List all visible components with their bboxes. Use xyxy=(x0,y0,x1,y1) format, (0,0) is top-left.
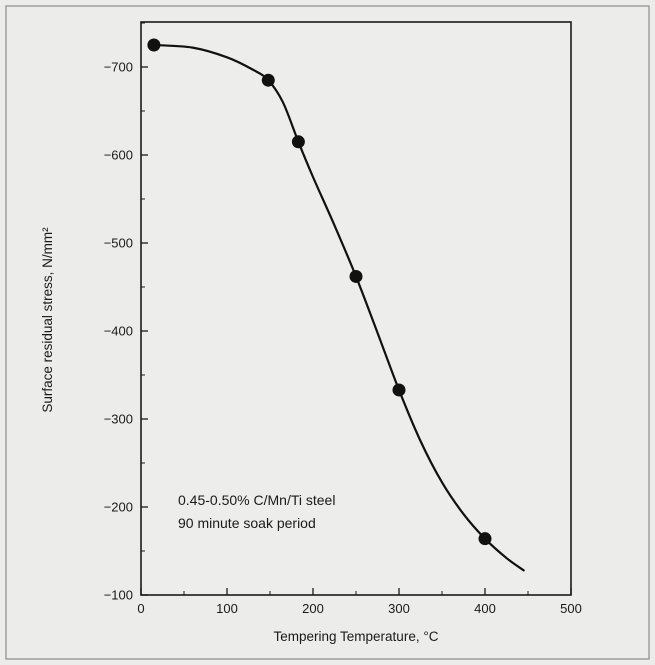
curve-layer xyxy=(152,43,525,572)
annotation-line-2: 90 minute soak period xyxy=(178,515,316,531)
x-tick-label-200: 200 xyxy=(302,601,324,616)
fit-curve-line xyxy=(152,43,525,572)
data-point-6 xyxy=(478,532,492,546)
data-point-5 xyxy=(392,383,406,397)
points-layer xyxy=(147,38,492,546)
y-tick-label-500: −500 xyxy=(104,236,133,251)
x-axis-title: Tempering Temperature, °C xyxy=(274,629,439,644)
annotation-line-1: 0.45-0.50% C/Mn/Ti steel xyxy=(178,492,335,508)
x-tick-label-500: 500 xyxy=(560,601,582,616)
y-tick-label-400: −400 xyxy=(104,324,133,339)
x-tick-label-400: 400 xyxy=(474,601,496,616)
y-tick-label-700: −700 xyxy=(104,60,133,75)
y-tick-label-200: −200 xyxy=(104,500,133,515)
x-tick-label-0: 0 xyxy=(137,601,144,616)
x-tick-label-300: 300 xyxy=(388,601,410,616)
plot-area xyxy=(140,21,572,596)
y-tick-label-600: −600 xyxy=(104,148,133,163)
y-axis-title: Surface residual stress, N/mm² xyxy=(40,227,55,413)
x-tick-label-100: 100 xyxy=(216,601,238,616)
ticks-layer: 0 100 200 300 400 500 −100 −200 −300 −400 −500 −600… xyxy=(104,22,582,616)
data-point-1 xyxy=(147,38,161,52)
data-point-4 xyxy=(349,269,363,283)
outer-frame xyxy=(5,5,650,660)
y-tick-label-300: −300 xyxy=(104,412,133,427)
y-tick-label-100: −100 xyxy=(104,588,133,603)
data-point-2 xyxy=(261,73,275,87)
data-point-3 xyxy=(291,135,305,149)
